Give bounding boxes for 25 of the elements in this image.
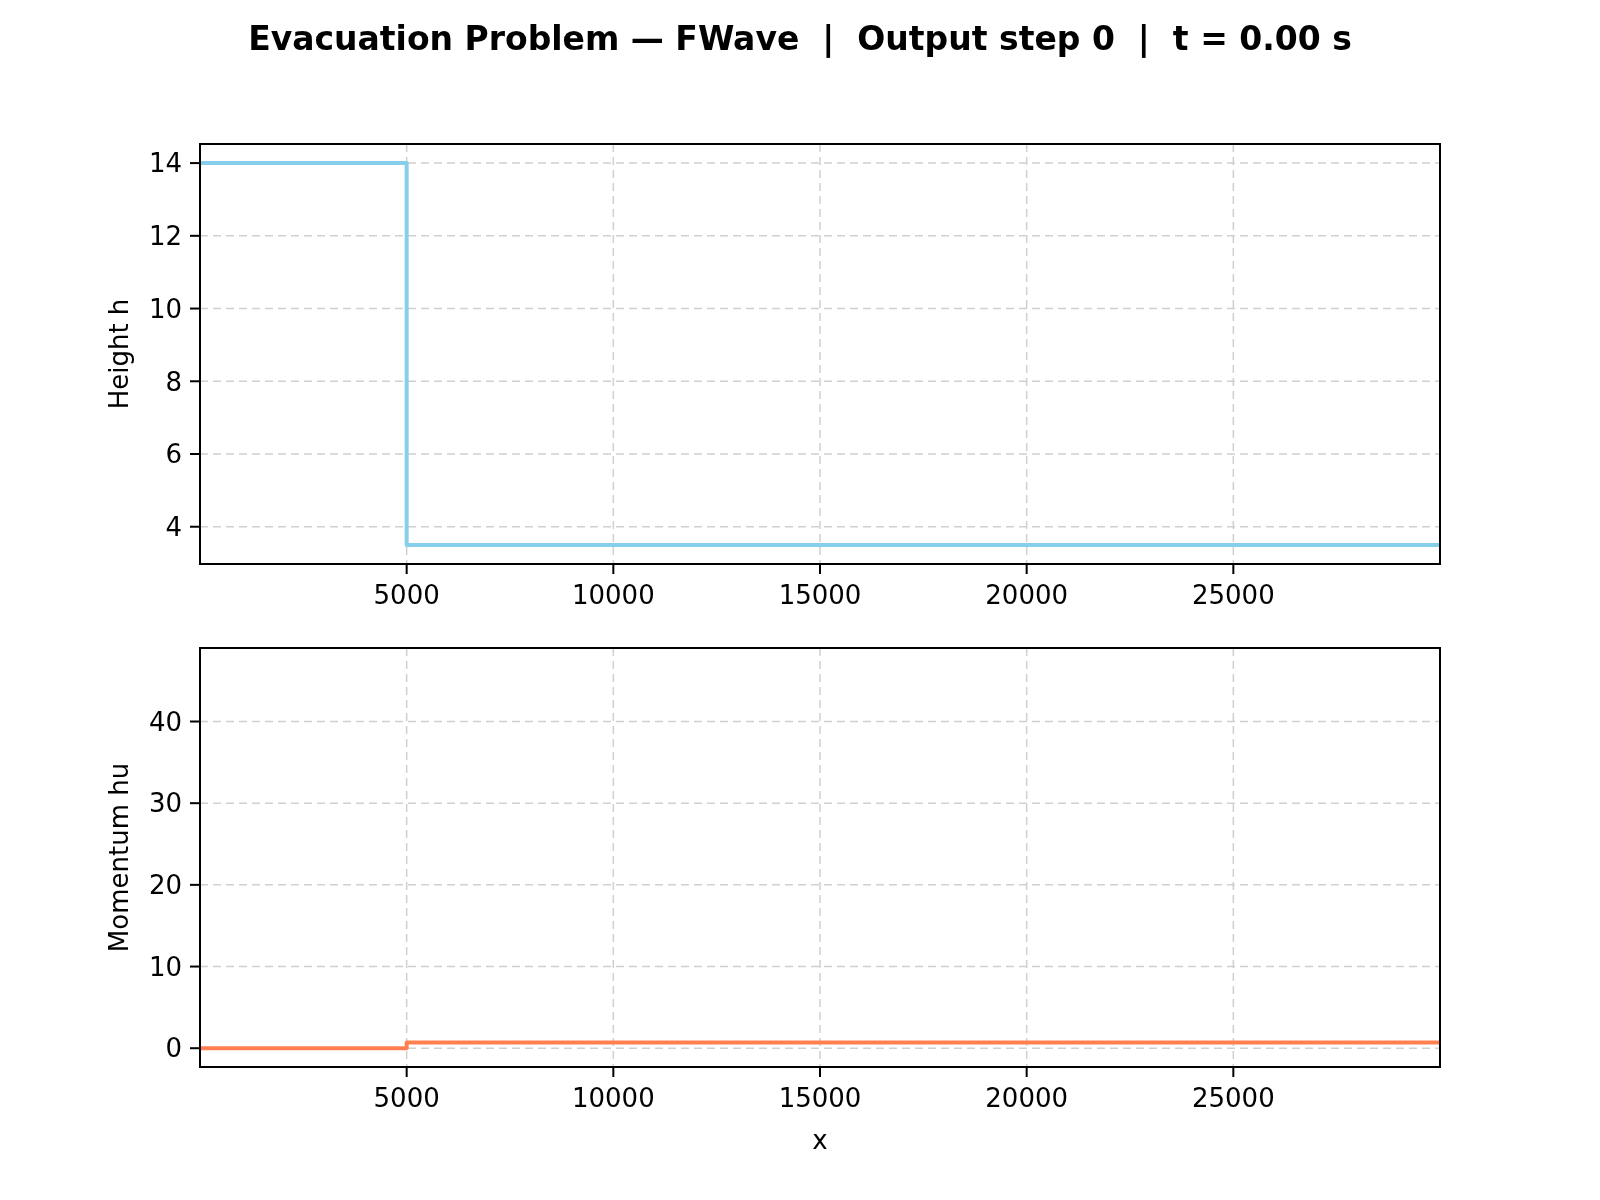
y-tick-label: 30 bbox=[148, 788, 182, 819]
x-tick-label: 10000 bbox=[571, 580, 655, 611]
x-tick-label: 25000 bbox=[1191, 1083, 1275, 1114]
x-tick-label: 20000 bbox=[985, 1083, 1069, 1114]
x-tick-label: 5000 bbox=[373, 580, 440, 611]
x-tick-label: 20000 bbox=[985, 580, 1069, 611]
y-tick-label: 10 bbox=[148, 951, 182, 982]
y-tick-label: 6 bbox=[165, 439, 182, 470]
x-tick-label: 10000 bbox=[571, 1083, 655, 1114]
y-tick-label: 12 bbox=[148, 221, 182, 252]
x-tick-label: 15000 bbox=[778, 580, 862, 611]
x-tick-label: 5000 bbox=[373, 1083, 440, 1114]
y-axis-title: Height h bbox=[104, 298, 135, 410]
y-tick-label: 10 bbox=[148, 293, 182, 324]
y-tick-label: 0 bbox=[165, 1033, 182, 1064]
y-tick-label: 4 bbox=[165, 511, 182, 542]
y-tick-label: 20 bbox=[148, 870, 182, 901]
x-tick-label: 15000 bbox=[778, 1083, 862, 1114]
y-axis-title: Momentum hu bbox=[104, 762, 135, 953]
y-tick-label: 14 bbox=[148, 148, 182, 179]
y-tick-label: 8 bbox=[165, 366, 182, 397]
chart-title: Evacuation Problem — FWave | Output step 0 | t = 0.00 s bbox=[247, 18, 1353, 60]
y-tick-label: 40 bbox=[148, 706, 182, 737]
x-axis-title: x bbox=[812, 1125, 828, 1155]
x-tick-label: 25000 bbox=[1191, 580, 1275, 611]
